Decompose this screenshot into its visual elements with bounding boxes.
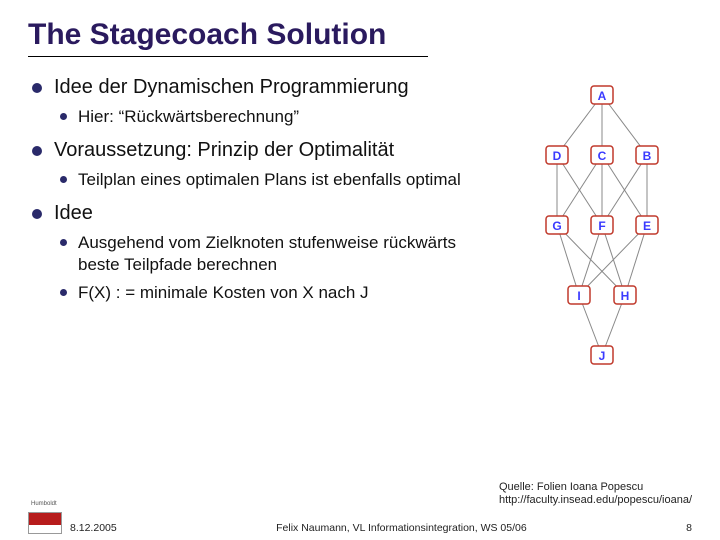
bullet-3-1: Ausgehend vom Zielknoten stufenweise rüc…: [54, 232, 500, 276]
bullet-1-1: Hier: “Rückwärtsberechnung”: [54, 106, 500, 128]
graph-svg: A D C B G F E I H J: [512, 75, 692, 375]
bullet-1-text: Idee der Dynamischen Programmierung: [54, 76, 409, 98]
graph-node-D: D: [546, 146, 568, 164]
bullet-2-text: Voraussetzung: Prinzip der Optimalität: [54, 139, 394, 161]
svg-text:A: A: [598, 89, 607, 103]
graph-node-H: H: [614, 286, 636, 304]
university-logo: Humboldt: [28, 512, 62, 534]
bullet-2: Voraussetzung: Prinzip der Optimalität T…: [28, 138, 500, 191]
graph-node-E: E: [636, 216, 658, 234]
bullet-1: Idee der Dynamischen Programmierung Hier…: [28, 75, 500, 128]
svg-text:D: D: [553, 149, 562, 163]
source-line-2: http://faculty.insead.edu/popescu/ioana/: [499, 494, 692, 508]
logo-caption: Humboldt: [31, 501, 57, 507]
slide-title: The Stagecoach Solution: [28, 18, 692, 52]
slide-footer: Humboldt 8.12.2005 Felix Naumann, VL Inf…: [0, 512, 720, 534]
stagecoach-diagram: A D C B G F E I H J: [512, 75, 692, 380]
svg-text:E: E: [643, 219, 651, 233]
footer-pagenum: 8: [686, 522, 692, 534]
svg-text:J: J: [599, 349, 606, 363]
source-citation: Quelle: Folien Ioana Popescu http://facu…: [499, 481, 692, 509]
graph-node-C: C: [591, 146, 613, 164]
svg-text:F: F: [598, 219, 605, 233]
graph-node-I: I: [568, 286, 590, 304]
bullet-3: Idee Ausgehend vom Zielknoten stufenweis…: [28, 201, 500, 304]
graph-node-A: A: [591, 86, 613, 104]
svg-text:H: H: [621, 289, 630, 303]
bullet-2-1: Teilplan eines optimalen Plans ist ebenf…: [54, 169, 500, 191]
svg-text:C: C: [598, 149, 607, 163]
source-line-1: Quelle: Folien Ioana Popescu: [499, 481, 692, 495]
footer-left: Humboldt 8.12.2005: [28, 512, 117, 534]
bullet-content: Idee der Dynamischen Programmierung Hier…: [28, 75, 500, 380]
graph-edge: [557, 225, 579, 295]
graph-edge: [625, 225, 647, 295]
svg-text:G: G: [552, 219, 561, 233]
graph-edge: [579, 225, 647, 295]
graph-node-J: J: [591, 346, 613, 364]
footer-center: Felix Naumann, VL Informationsintegratio…: [276, 522, 527, 534]
bullet-3-2: F(X) : = minimale Kosten von X nach J: [54, 282, 500, 304]
footer-date: 8.12.2005: [70, 522, 117, 534]
graph-node-B: B: [636, 146, 658, 164]
svg-text:I: I: [577, 289, 580, 303]
title-underline: [28, 56, 428, 57]
body-area: Idee der Dynamischen Programmierung Hier…: [28, 75, 692, 380]
graph-node-F: F: [591, 216, 613, 234]
graph-edge: [579, 225, 602, 295]
svg-text:B: B: [643, 149, 652, 163]
graph-node-G: G: [546, 216, 568, 234]
bullet-3-text: Idee: [54, 202, 93, 224]
